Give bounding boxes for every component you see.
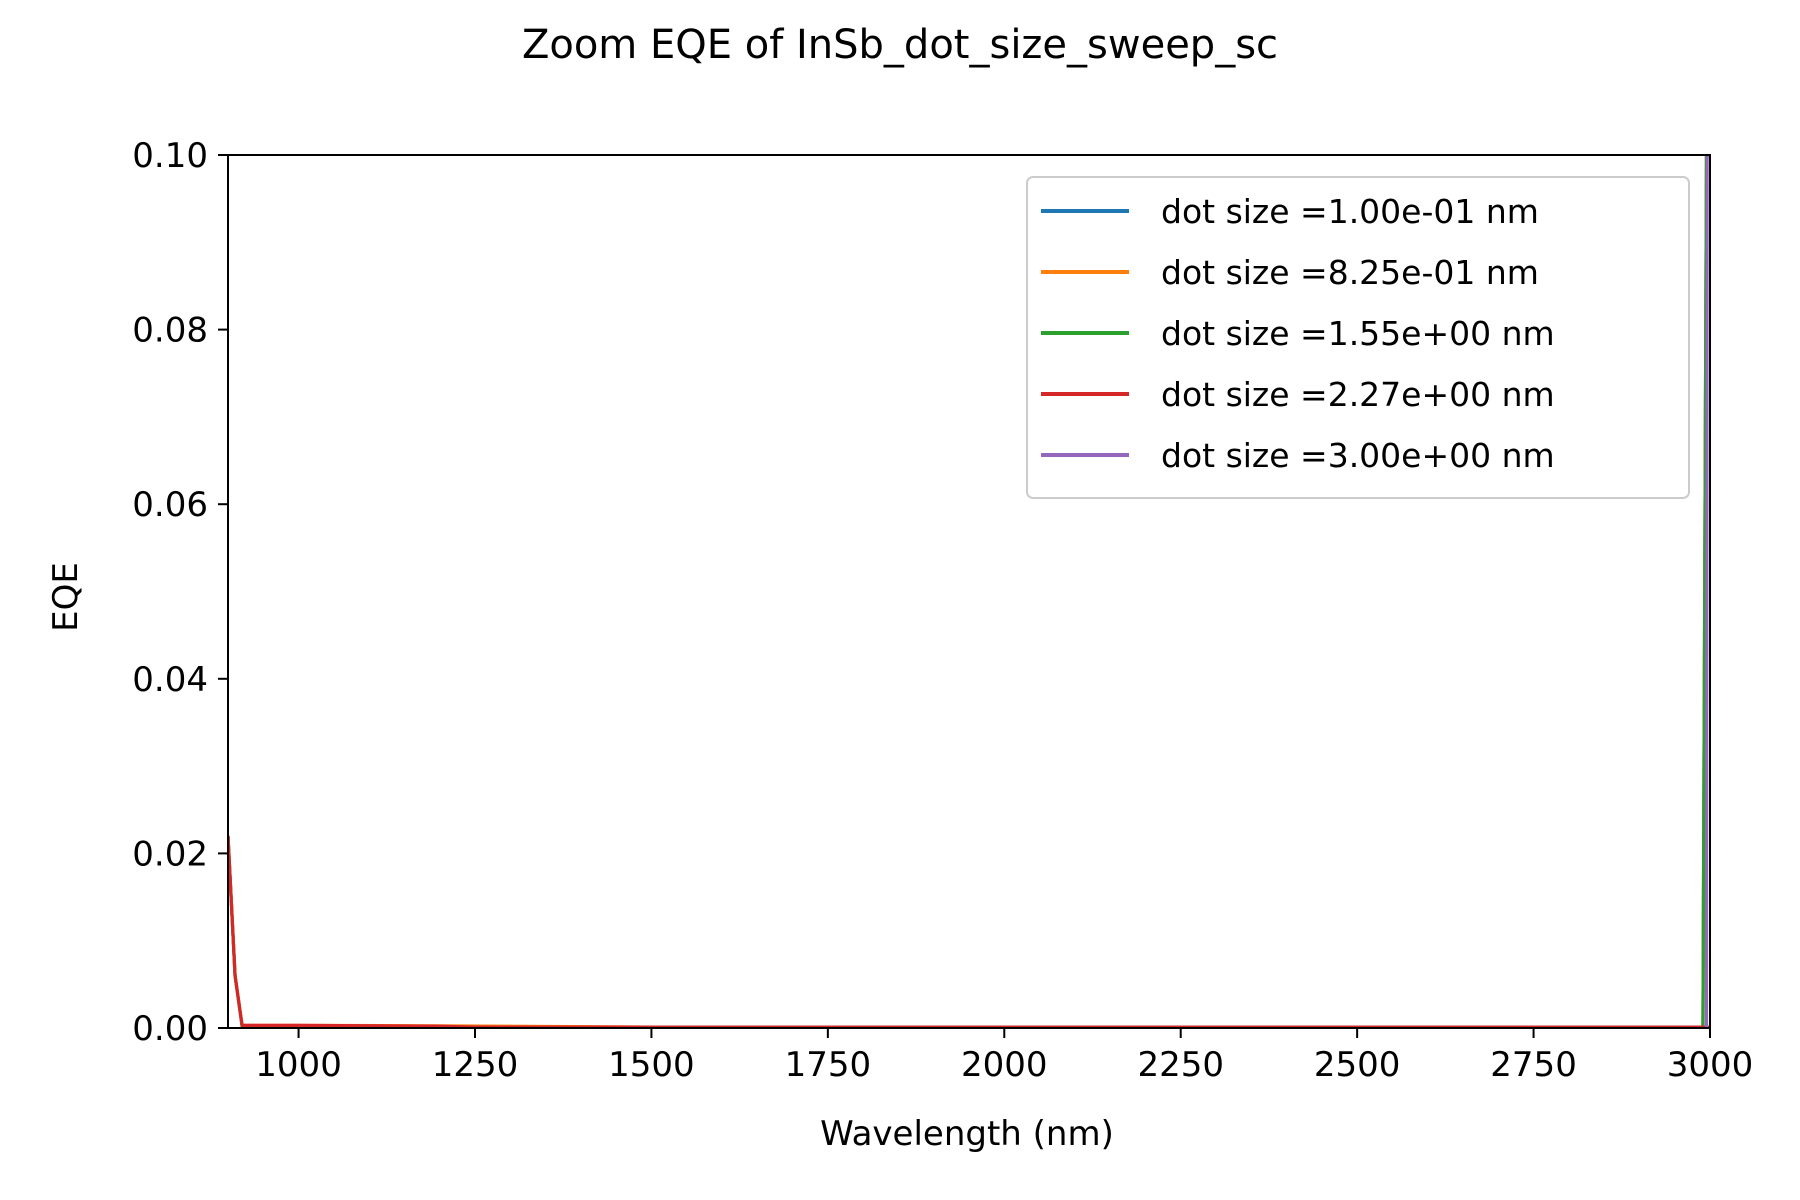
x-tick-label: 2250 [1137, 1045, 1224, 1085]
x-tick-label: 2500 [1314, 1045, 1401, 1085]
y-tick-label: 0.06 [132, 485, 208, 525]
legend-box [1026, 176, 1690, 499]
chart-title: Zoom EQE of InSb_dot_size_sweep_sc [522, 22, 1278, 68]
x-tick-label: 3000 [1667, 1045, 1754, 1085]
axes-frame [227, 154, 1711, 1029]
legend-label: dot size =1.55e+00 nm [1161, 314, 1555, 353]
legend-label: dot size =1.00e-01 nm [1161, 192, 1539, 231]
x-tick-label: 1250 [432, 1045, 519, 1085]
x-tick-label: 2000 [961, 1045, 1048, 1085]
x-tick-label: 1500 [608, 1045, 695, 1085]
series-line-5 [1704, 155, 1710, 1028]
legend: dot size =1.00e-01 nm dot size =8.25e-01 … [1026, 176, 1690, 499]
y-tick-label: 0.10 [132, 136, 208, 176]
x-tick-label: 2750 [1490, 1045, 1577, 1085]
legend-label: dot size =3.00e+00 nm [1161, 436, 1555, 475]
legend-label: dot size =8.25e-01 nm [1161, 253, 1539, 292]
y-tick-label: 0.04 [132, 660, 208, 700]
x-axis-label: Wavelength (nm) [820, 1114, 1114, 1154]
x-tick-label: 1750 [785, 1045, 872, 1085]
x-tick-label: 1000 [255, 1045, 342, 1085]
y-tick-label: 0.02 [132, 834, 208, 874]
axes: 1000 1250 1500 1750 2000 2250 2500 2750 3000 0.00… [132, 136, 1753, 1085]
y-axis-label: EQE [46, 562, 86, 632]
y-tick-label: 0.08 [132, 311, 208, 351]
legend-label: dot size =2.27e+00 nm [1161, 375, 1555, 414]
series-line-4 [228, 835, 1710, 1028]
y-tick-label: 0.00 [132, 1009, 208, 1049]
